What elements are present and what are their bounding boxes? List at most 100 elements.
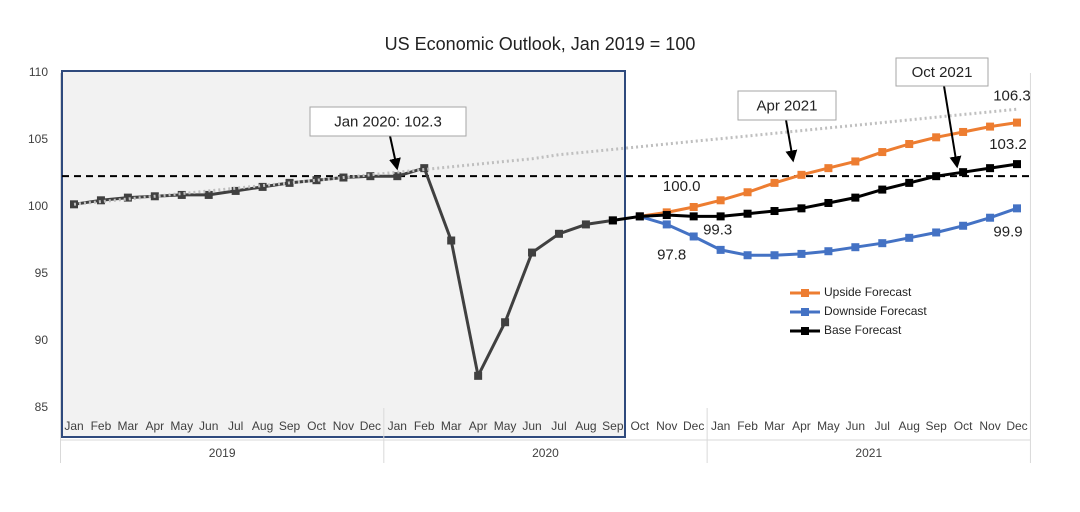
x-tick-label: Oct bbox=[630, 419, 649, 433]
x-tick-label: May bbox=[817, 419, 840, 433]
marker bbox=[258, 182, 267, 191]
x-tick-label: Nov bbox=[333, 419, 354, 433]
marker bbox=[878, 185, 887, 194]
marker bbox=[1013, 118, 1021, 127]
x-tick-label: May bbox=[494, 419, 517, 433]
marker bbox=[393, 172, 402, 181]
marker bbox=[689, 232, 698, 241]
annotation-text: Oct 2021 bbox=[912, 64, 973, 81]
annotation-text: Jan 2020: 102.3 bbox=[334, 113, 442, 130]
marker bbox=[204, 190, 213, 199]
x-tick-label: Oct bbox=[954, 419, 973, 433]
legend-marker bbox=[801, 308, 809, 316]
annotation-box bbox=[737, 90, 837, 121]
marker bbox=[851, 157, 860, 166]
marker bbox=[1013, 204, 1021, 213]
x-tick-label: Jan bbox=[711, 419, 730, 433]
x-tick-label: Jul bbox=[228, 419, 243, 433]
marker bbox=[878, 148, 887, 157]
marker bbox=[851, 243, 860, 252]
x-tick-label: Jul bbox=[875, 419, 890, 433]
marker bbox=[662, 211, 671, 220]
marker bbox=[581, 220, 590, 229]
x-tick-label: Mar bbox=[441, 419, 462, 433]
marker bbox=[743, 188, 752, 197]
x-tick-label: Sep bbox=[602, 419, 624, 433]
x-tick-label: Oct bbox=[307, 419, 326, 433]
x-group-label: 2019 bbox=[209, 446, 236, 460]
x-tick-label: Apr bbox=[792, 419, 811, 433]
x-tick-label: Jul bbox=[551, 419, 566, 433]
data-label: 99.3 bbox=[703, 221, 732, 238]
data-label: 97.8 bbox=[657, 246, 686, 263]
x-tick-label: Feb bbox=[414, 419, 435, 433]
annotation-arrow bbox=[943, 85, 962, 169]
y-tick-label: 95 bbox=[35, 266, 49, 280]
marker bbox=[878, 239, 887, 248]
x-tick-label: Jan bbox=[64, 419, 83, 433]
x-tick-label: Nov bbox=[656, 419, 677, 433]
marker bbox=[420, 164, 429, 173]
marker bbox=[986, 122, 995, 131]
series-line bbox=[612, 162, 1018, 222]
annotation-arrow bbox=[389, 135, 401, 171]
x-tick-label: Apr bbox=[145, 419, 164, 433]
marker bbox=[177, 190, 186, 199]
x-group-label: 2021 bbox=[855, 446, 882, 460]
x-tick-label: Apr bbox=[469, 419, 488, 433]
x-tick-label: Jun bbox=[199, 419, 218, 433]
marker bbox=[986, 213, 995, 222]
marker bbox=[501, 318, 510, 327]
x-group-label: 2020 bbox=[532, 446, 559, 460]
legend-label: Base Forecast bbox=[824, 323, 902, 337]
x-tick-label: Aug bbox=[575, 419, 596, 433]
x-tick-label: Aug bbox=[252, 419, 273, 433]
chart-title: US Economic Outlook, Jan 2019 = 100 bbox=[385, 34, 696, 54]
x-tick-label: Mar bbox=[764, 419, 785, 433]
data-label: 99.9 bbox=[993, 223, 1022, 240]
x-tick-label: Feb bbox=[737, 419, 758, 433]
marker bbox=[608, 216, 617, 225]
marker bbox=[716, 245, 725, 254]
legend-label: Downside Forecast bbox=[824, 304, 927, 318]
x-tick-label: Feb bbox=[91, 419, 112, 433]
marker bbox=[797, 249, 806, 258]
marker bbox=[743, 251, 752, 260]
marker bbox=[554, 229, 563, 238]
y-tick-label: 110 bbox=[29, 65, 48, 79]
marker bbox=[770, 251, 779, 260]
legend-label: Upside Forecast bbox=[824, 285, 912, 299]
marker bbox=[905, 140, 914, 149]
marker bbox=[1013, 160, 1021, 169]
marker bbox=[959, 127, 968, 136]
x-tick-label: Dec bbox=[1006, 419, 1027, 433]
marker bbox=[932, 172, 941, 181]
data-label: 103.2 bbox=[989, 136, 1027, 153]
marker bbox=[851, 193, 860, 202]
marker bbox=[312, 176, 321, 185]
marker bbox=[662, 220, 671, 229]
x-tick-label: Sep bbox=[279, 419, 301, 433]
x-tick-label: Jun bbox=[522, 419, 541, 433]
marker bbox=[824, 198, 833, 207]
marker bbox=[474, 371, 483, 380]
data-label: 106.3 bbox=[993, 88, 1031, 105]
marker bbox=[905, 178, 914, 187]
legend-marker bbox=[801, 327, 809, 335]
marker bbox=[743, 209, 752, 218]
x-tick-label: Dec bbox=[360, 419, 381, 433]
marker bbox=[932, 228, 941, 237]
marker bbox=[366, 172, 375, 181]
marker bbox=[797, 204, 806, 213]
x-tick-label: Sep bbox=[925, 419, 947, 433]
marker bbox=[96, 196, 105, 205]
marker bbox=[770, 207, 779, 216]
marker bbox=[123, 193, 132, 202]
marker bbox=[905, 233, 914, 242]
data-label: 100.0 bbox=[663, 178, 701, 195]
x-tick-label: Aug bbox=[899, 419, 920, 433]
annotation-box bbox=[309, 106, 467, 137]
marker bbox=[70, 200, 78, 209]
marker bbox=[528, 248, 537, 257]
